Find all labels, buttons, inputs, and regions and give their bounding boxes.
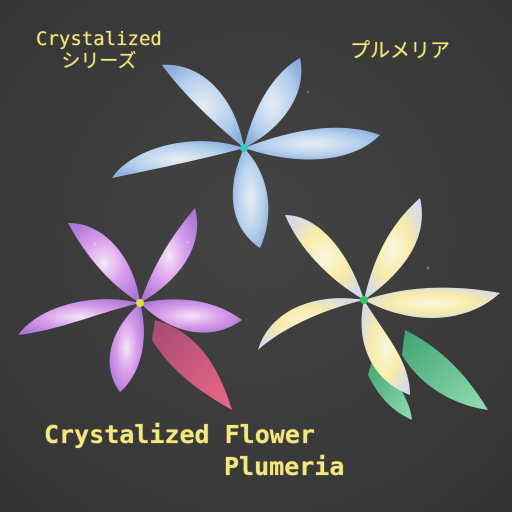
blue-crystal-plumeria xyxy=(112,58,380,248)
series-label-line2: シリーズ xyxy=(61,50,137,72)
sparkles xyxy=(93,90,430,270)
yellow-flower-leaf-left xyxy=(368,360,412,420)
japanese-name: プルメリア xyxy=(350,38,450,62)
yellow-crystal-plumeria xyxy=(258,198,500,395)
yellow-flower-leaf-right xyxy=(402,330,488,410)
pink-crystal-plumeria xyxy=(18,208,242,392)
series-label: Crystalized シリーズ xyxy=(36,28,162,72)
series-label-line1: Crystalized xyxy=(36,28,162,50)
subtitle: Plumeria xyxy=(224,452,345,481)
pink-flower-leaf xyxy=(152,320,232,410)
title: Crystalized Flower xyxy=(44,420,315,449)
